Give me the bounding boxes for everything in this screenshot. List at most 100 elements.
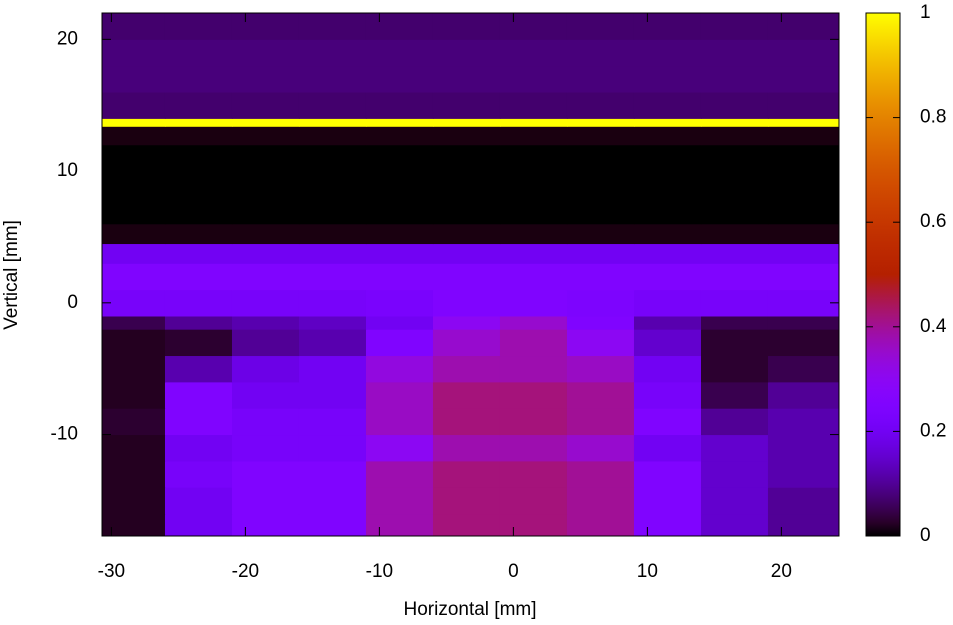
heatmap-cell (298, 487, 367, 515)
heatmap-cell (102, 315, 166, 330)
heatmap-cell (365, 289, 434, 317)
heatmap-cell (499, 513, 568, 537)
heatmap-cell (566, 171, 635, 198)
heatmap-cell (231, 171, 300, 198)
heatmap-cell (432, 92, 501, 119)
heatmap-cell (633, 381, 702, 409)
heatmap-cell (767, 223, 840, 245)
heatmap-cell (566, 243, 635, 264)
heatmap-cell (365, 197, 434, 225)
heatmap-cell (298, 223, 367, 245)
colorbar-tick-label: 0.8 (920, 107, 946, 128)
heatmap-cell (231, 355, 300, 383)
heatmap-cell (767, 92, 840, 119)
heatmap-cell (432, 513, 501, 537)
heatmap-cell (102, 223, 166, 245)
heatmap-cell (102, 329, 166, 357)
heatmap-cell (365, 39, 434, 67)
heatmap-cell (365, 144, 434, 172)
heatmap-cell (164, 315, 233, 330)
heatmap-cell (365, 487, 434, 515)
heatmap-cell (566, 39, 635, 67)
heatmap-cell (499, 460, 568, 488)
x-tick-label: -10 (366, 561, 393, 582)
heatmap-cell (767, 355, 840, 383)
plot-frame (101, 12, 840, 537)
heatmap-cell (231, 223, 300, 245)
colorbar-tick-label: 0.4 (920, 316, 947, 337)
heatmap-cell (365, 243, 434, 264)
heatmap-cell (700, 263, 769, 291)
heatmap-cell (102, 460, 166, 488)
heatmap-cell (231, 65, 300, 93)
heatmap-cell (432, 329, 501, 357)
heatmap-cell (231, 289, 300, 317)
heatmap-cell (700, 243, 769, 264)
heatmap-cell (432, 144, 501, 172)
heatmap-cell (365, 126, 434, 146)
heatmap-cell (767, 118, 840, 127)
heatmap-cell (164, 513, 233, 537)
heatmap-cell (432, 171, 501, 198)
heatmap-cell (700, 13, 769, 40)
heatmap-cell (499, 13, 568, 40)
heatmap-cell (499, 381, 568, 409)
heatmap-cell (298, 144, 367, 172)
heatmap-cell (432, 13, 501, 40)
heatmap-cell (102, 118, 166, 127)
heatmap-cell (231, 408, 300, 436)
heatmap-cell (767, 289, 840, 317)
heatmap-cell (102, 408, 166, 436)
heatmap-cell (700, 223, 769, 245)
heatmap-cell (767, 513, 840, 537)
heatmap-cell (499, 197, 568, 225)
y-axis-label: Vertical [mm] (1, 220, 22, 330)
heatmap-cell (499, 39, 568, 67)
heatmap-cell (499, 315, 568, 330)
heatmap-cell (231, 460, 300, 488)
heatmap-cell (102, 39, 166, 67)
heatmap-cell (566, 408, 635, 436)
heatmap-cell (767, 434, 840, 462)
heatmap-cell (566, 487, 635, 515)
heatmap-cell (767, 487, 840, 515)
heatmap-cell (700, 126, 769, 146)
heatmap-cell (432, 487, 501, 515)
heatmap-cell (633, 315, 702, 330)
heatmap-cell (566, 118, 635, 127)
heatmap-cell (231, 13, 300, 40)
heatmap-cell (499, 263, 568, 291)
heatmap-cell (102, 144, 166, 172)
heatmap-cell (700, 39, 769, 67)
heatmap-cell (566, 460, 635, 488)
x-tick-label: -20 (232, 561, 259, 582)
heatmap-cell (298, 92, 367, 119)
heatmap-cell (432, 408, 501, 436)
heatmap-cell (298, 118, 367, 127)
heatmap-cell (102, 197, 166, 225)
heatmap-cell (566, 65, 635, 93)
heatmap-cell (767, 315, 840, 330)
y-tick-label: 20 (57, 28, 78, 49)
heatmap-cell (566, 289, 635, 317)
heatmap-cell (700, 329, 769, 357)
heatmap-cell (365, 13, 434, 40)
heatmap-cell (164, 460, 233, 488)
heatmap-cell (566, 513, 635, 537)
heatmap-cell (700, 315, 769, 330)
heatmap-cell (102, 171, 166, 198)
heatmap-cell (566, 434, 635, 462)
heatmap-cell (365, 92, 434, 119)
heatmap-cell (767, 126, 840, 146)
heatmap-cell (164, 65, 233, 93)
heatmap-cell (566, 126, 635, 146)
axes (101, 12, 840, 537)
heatmap-cell (298, 355, 367, 383)
x-axis-label: Horizontal [mm] (403, 599, 536, 620)
heatmap-cell (432, 315, 501, 330)
heatmap-cell (298, 408, 367, 436)
heatmap-cell (164, 144, 233, 172)
heatmap-cell (767, 243, 840, 264)
heatmap-cell (700, 355, 769, 383)
heatmap-cell (164, 355, 233, 383)
